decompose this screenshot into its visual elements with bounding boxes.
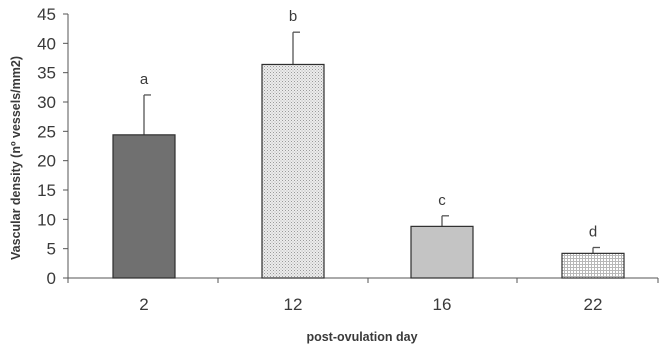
- significance-label: d: [589, 223, 597, 240]
- x-tick-label: 2: [139, 295, 148, 314]
- y-tick-label: 30: [37, 93, 56, 112]
- y-tick-label: 10: [37, 210, 56, 229]
- y-tick-label: 15: [37, 181, 56, 200]
- bar-day-12: [261, 63, 325, 279]
- y-axis-label: Vascular density (nº vessels/mm2): [9, 56, 23, 260]
- x-tick-label: 12: [284, 295, 303, 314]
- y-tick-label: 0: [47, 269, 56, 288]
- y-tick-label: 25: [37, 122, 56, 141]
- significance-label: b: [289, 8, 297, 25]
- x-tick-label: 22: [584, 295, 603, 314]
- y-tick-label: 20: [37, 152, 56, 171]
- bar-day-22: [561, 252, 625, 279]
- bar-day-16: [410, 225, 474, 279]
- y-tick-label: 40: [37, 34, 56, 53]
- y-tick-label: 45: [37, 5, 56, 24]
- x-tick-label: 16: [433, 295, 452, 314]
- bar-day-2: [112, 134, 176, 279]
- significance-label: a: [140, 71, 149, 88]
- x-axis-label: post-ovulation day: [306, 330, 417, 344]
- y-tick-label: 5: [47, 240, 56, 259]
- y-tick-label: 35: [37, 64, 56, 83]
- plot-area: 0 5 10 15 20 25 30 35 40 45 a 2 b 12 c 16 d 22: [37, 5, 659, 314]
- significance-label: c: [438, 192, 446, 209]
